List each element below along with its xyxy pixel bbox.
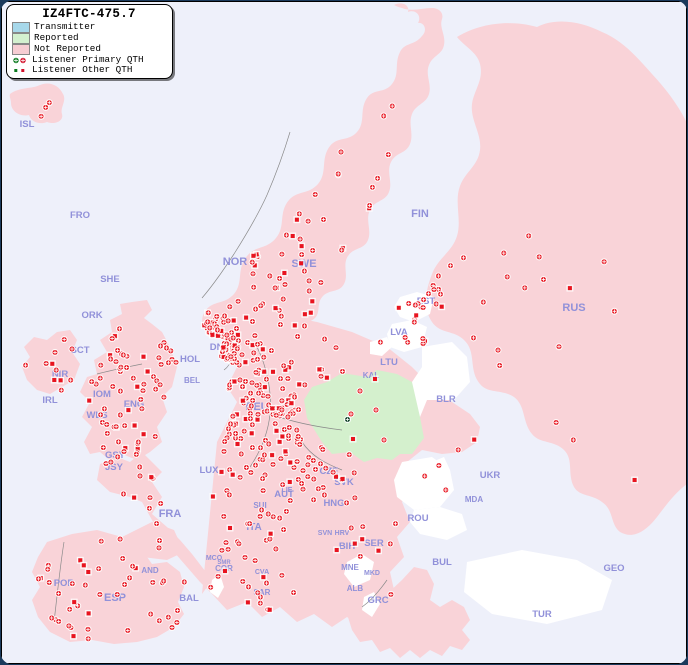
svg-text:IOM: IOM bbox=[93, 389, 111, 400]
svg-text:MNE: MNE bbox=[341, 563, 359, 572]
svg-text:SHE: SHE bbox=[100, 274, 120, 285]
svg-text:NOR: NOR bbox=[223, 256, 248, 268]
svg-text:SMR: SMR bbox=[217, 560, 231, 566]
svg-text:BEL: BEL bbox=[184, 376, 200, 385]
svg-text:FIN: FIN bbox=[411, 208, 429, 220]
svg-text:ALB: ALB bbox=[347, 584, 364, 593]
svg-text:BUL: BUL bbox=[432, 557, 452, 568]
svg-text:HNG: HNG bbox=[323, 498, 344, 509]
svg-text:HRV: HRV bbox=[335, 530, 350, 537]
svg-text:SVN: SVN bbox=[318, 530, 332, 537]
svg-text:HOL: HOL bbox=[180, 354, 200, 365]
svg-text:RUS: RUS bbox=[562, 302, 585, 314]
svg-text:LUX: LUX bbox=[200, 465, 220, 476]
svg-text:MKD: MKD bbox=[364, 570, 380, 577]
svg-text:BAL: BAL bbox=[179, 593, 199, 604]
svg-text:IRL: IRL bbox=[42, 395, 58, 406]
svg-text:LTU: LTU bbox=[380, 357, 398, 368]
svg-text:AND: AND bbox=[141, 566, 159, 575]
svg-text:CVA: CVA bbox=[255, 569, 269, 576]
svg-text:GRC: GRC bbox=[367, 595, 388, 606]
svg-text:FRA: FRA bbox=[159, 508, 182, 520]
svg-text:UKR: UKR bbox=[480, 470, 501, 481]
svg-text:MDA: MDA bbox=[465, 495, 483, 504]
svg-text:GEO: GEO bbox=[603, 563, 624, 574]
svg-text:TUR: TUR bbox=[532, 609, 552, 620]
svg-text:BLR: BLR bbox=[436, 394, 456, 405]
svg-text:ROU: ROU bbox=[407, 513, 428, 524]
svg-text:ISL: ISL bbox=[20, 119, 35, 130]
svg-text:FRO: FRO bbox=[70, 210, 90, 221]
svg-text:ORK: ORK bbox=[81, 310, 102, 321]
